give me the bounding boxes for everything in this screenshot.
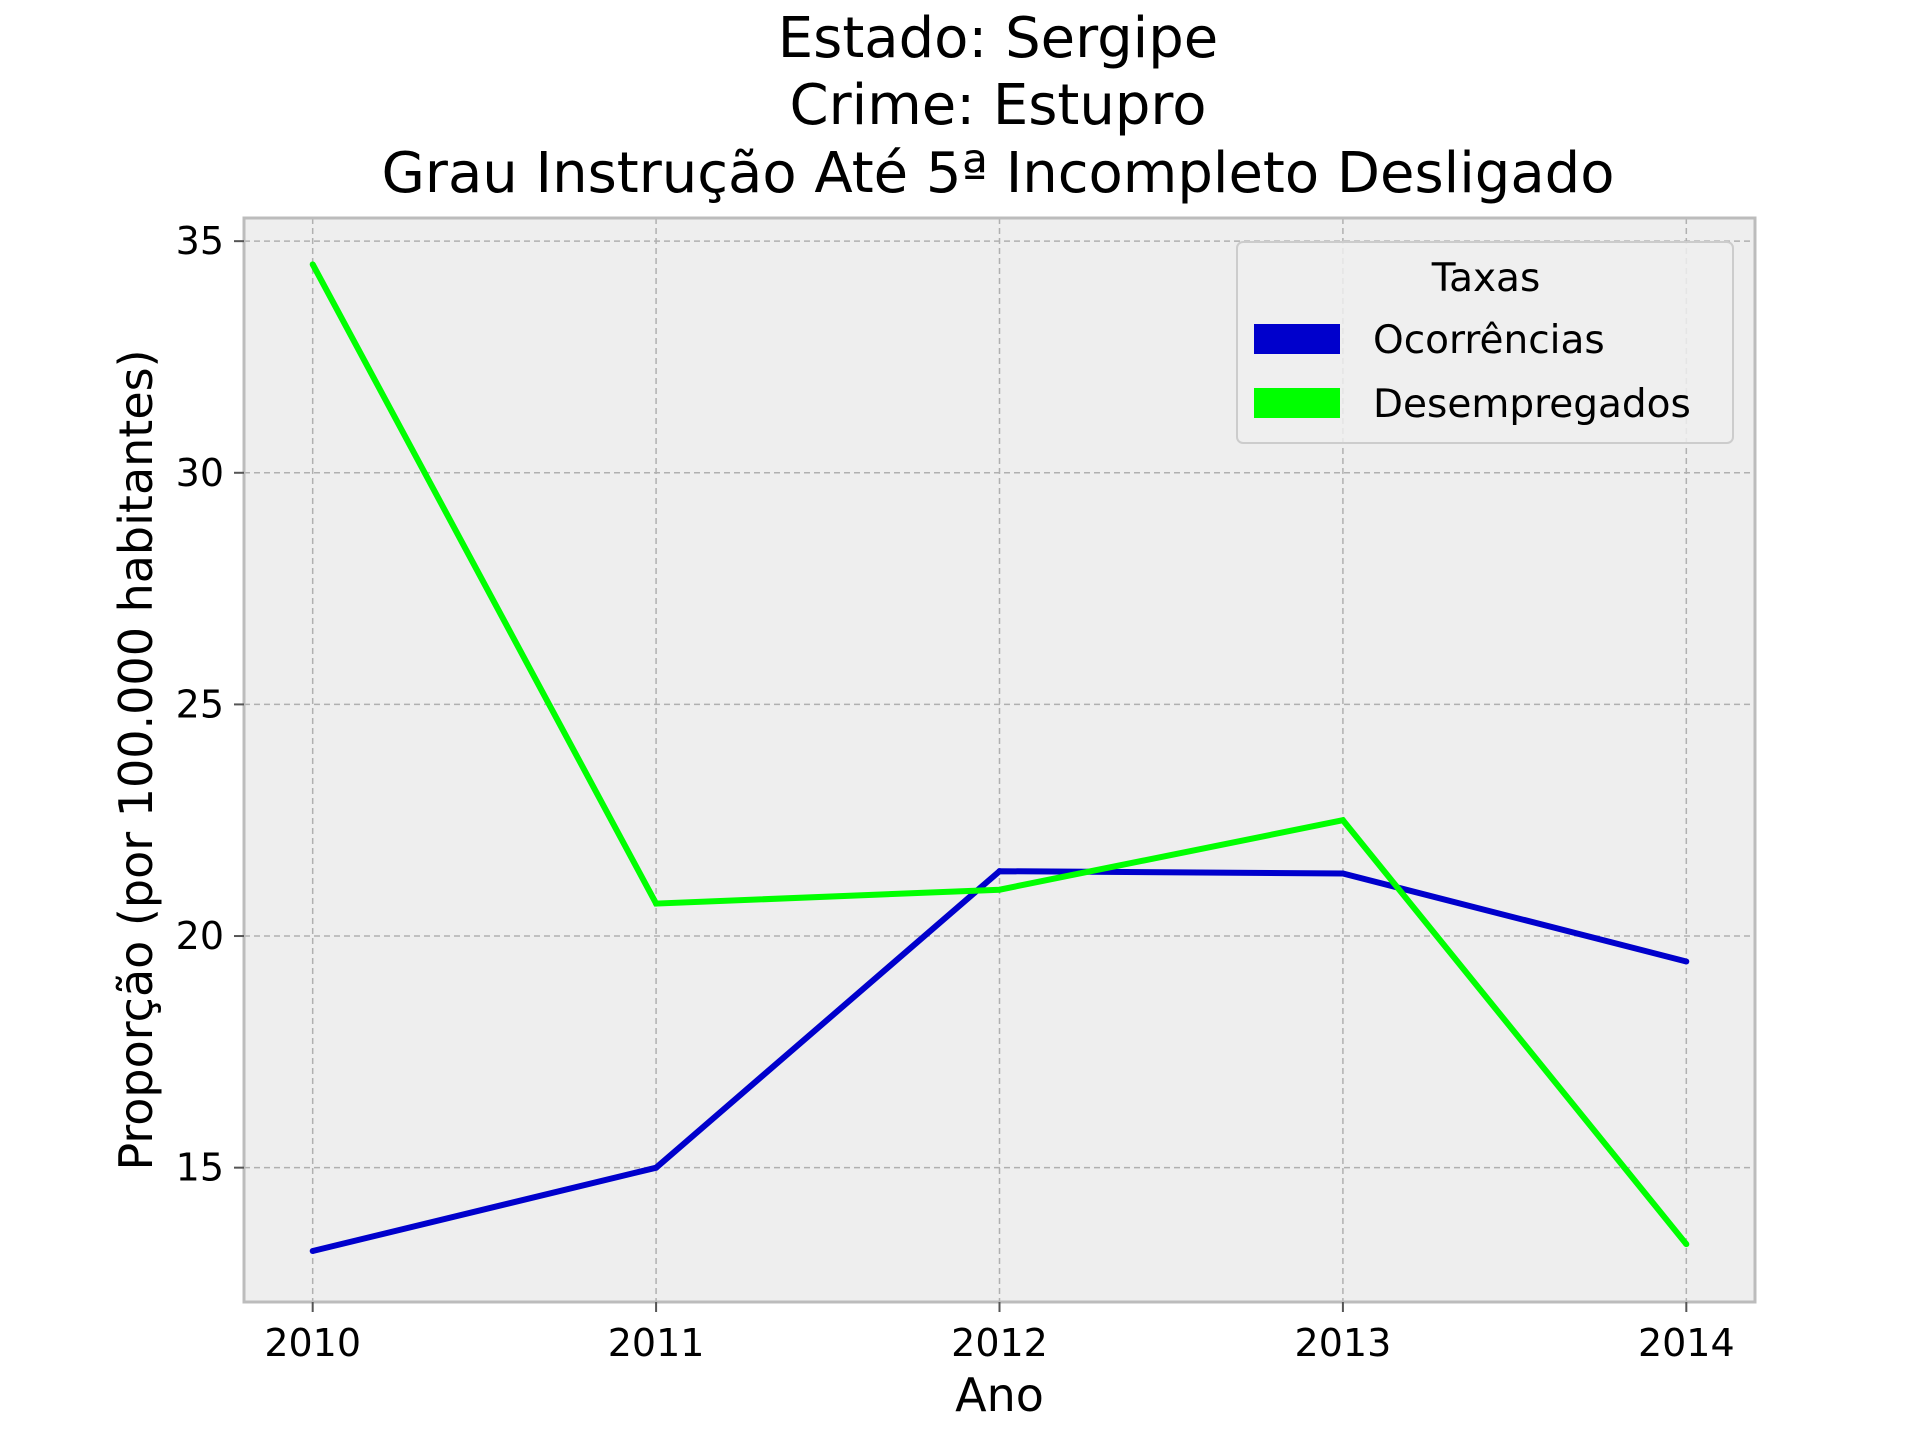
x-tick-label: 2012 <box>951 1321 1048 1365</box>
x-tick-label: 2011 <box>608 1321 705 1365</box>
legend: Taxas Ocorrências Desempregados <box>1236 241 1734 444</box>
legend-box <box>1236 241 1734 444</box>
data-point <box>309 261 316 268</box>
title-line-1: Estado: Sergipe <box>778 6 1218 71</box>
legend-label: Desempregados <box>1373 382 1691 427</box>
title-line-2: Crime: Estupro <box>790 73 1207 138</box>
data-point <box>653 1164 660 1171</box>
legend-swatch <box>1254 388 1340 418</box>
x-tick-label: 2010 <box>264 1321 361 1365</box>
data-point <box>1339 870 1346 877</box>
data-point <box>309 1248 316 1255</box>
data-point <box>653 900 660 907</box>
data-point <box>996 868 1003 875</box>
y-tick-label: 15 <box>176 1146 224 1190</box>
y-tick-label: 35 <box>176 219 224 263</box>
data-point <box>996 886 1003 893</box>
data-point <box>1683 1241 1690 1248</box>
x-axis-ticks: 2010 2011 2012 2013 2014 <box>264 1302 1735 1365</box>
data-point <box>1683 958 1690 965</box>
title-line-3: Grau Instrução Até 5ª Incompleto Desliga… <box>382 141 1615 206</box>
y-tick-label: 20 <box>176 914 224 958</box>
legend-title: Taxas <box>1431 256 1541 301</box>
x-tick-label: 2014 <box>1638 1321 1735 1365</box>
y-axis-ticks: 15 20 25 30 35 <box>176 219 244 1190</box>
y-tick-label: 25 <box>176 682 224 726</box>
legend-swatch <box>1254 324 1340 354</box>
x-axis-label: Ano <box>955 1368 1044 1422</box>
x-tick-label: 2013 <box>1295 1321 1392 1365</box>
y-tick-label: 30 <box>176 451 224 495</box>
y-axis-label: Proporção (por 100.000 habitantes) <box>109 349 163 1170</box>
series-group <box>309 261 1690 1255</box>
legend-label: Ocorrências <box>1373 318 1605 363</box>
data-point <box>1339 817 1346 824</box>
